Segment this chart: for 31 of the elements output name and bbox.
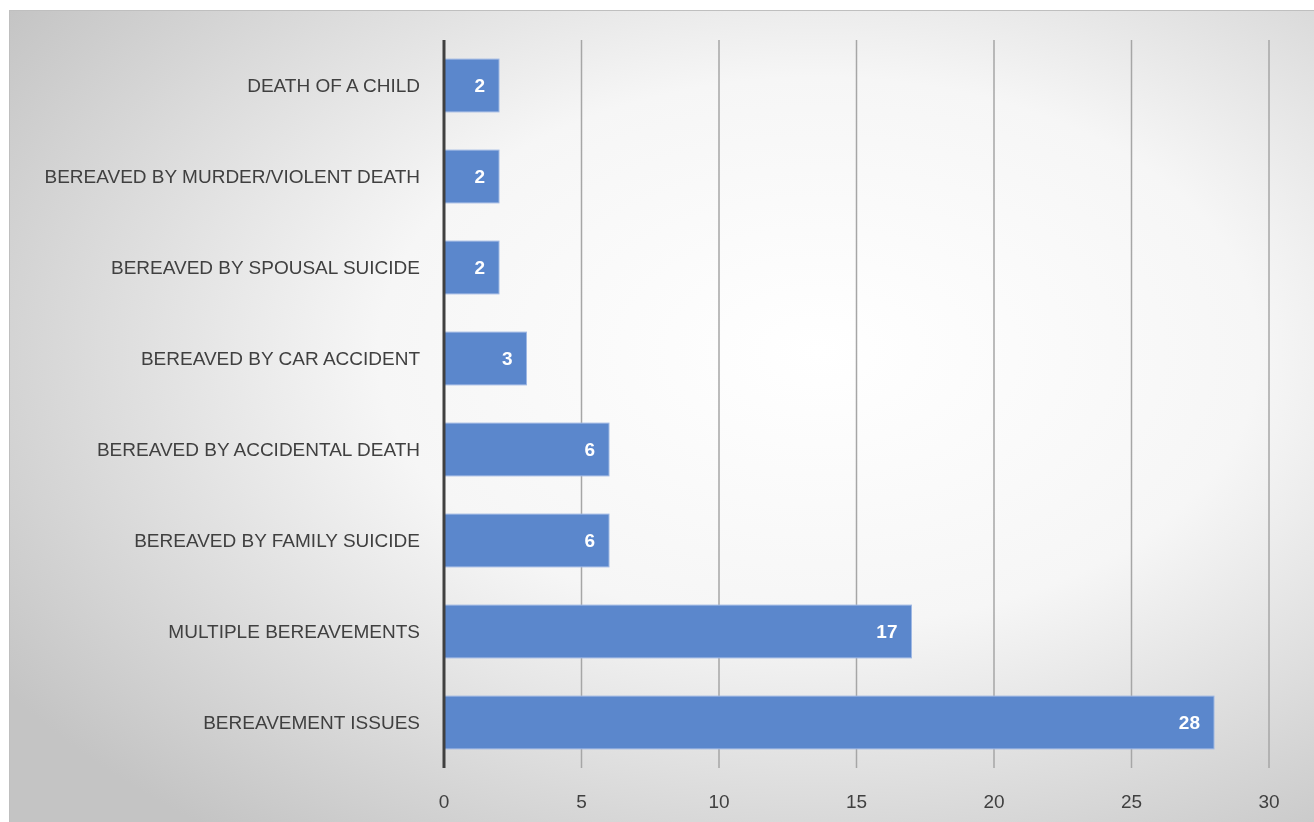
data-label: 28 (1178, 712, 1200, 733)
x-tick-label: 5 (576, 790, 587, 812)
x-tick-label: 10 (708, 790, 730, 812)
data-label: 17 (876, 621, 898, 642)
x-tick-label: 20 (983, 790, 1005, 812)
x-tick-label: 0 (438, 790, 450, 812)
bar (443, 58, 500, 113)
y-tick-label: BEREAVED BY ACCIDENTAL DEATH (96, 439, 420, 460)
y-tick-label: BEREAVEMENT ISSUES (203, 712, 420, 733)
data-label: 6 (584, 530, 595, 551)
y-tick-label: MULTIPLE BEREAVEMENTS (168, 621, 420, 642)
x-tick-label: 30 (1258, 790, 1280, 812)
y-tick-label: BEREAVED BY SPOUSAL SUICIDE (110, 257, 420, 278)
data-label: 2 (474, 257, 485, 278)
data-label: 6 (584, 439, 595, 460)
y-tick-label: BEREAVED BY MURDER/VIOLENT DEATH (44, 166, 420, 187)
y-tick-label: DEATH OF A CHILD (247, 75, 420, 96)
x-tick-label: 25 (1120, 790, 1143, 812)
bar (443, 513, 610, 568)
data-label: 2 (474, 166, 485, 187)
bar (443, 604, 912, 659)
data-label: 3 (501, 348, 513, 369)
bar (443, 422, 610, 477)
bar (443, 240, 500, 295)
bar (443, 331, 527, 386)
bar (443, 149, 500, 204)
x-tick-label: 15 (845, 790, 868, 812)
y-tick-label: BEREAVED BY CAR ACCIDENT (140, 348, 421, 369)
y-tick-label: BEREAVED BY FAMILY SUICIDE (134, 530, 420, 551)
bar (443, 695, 1215, 750)
data-label: 2 (474, 75, 485, 96)
